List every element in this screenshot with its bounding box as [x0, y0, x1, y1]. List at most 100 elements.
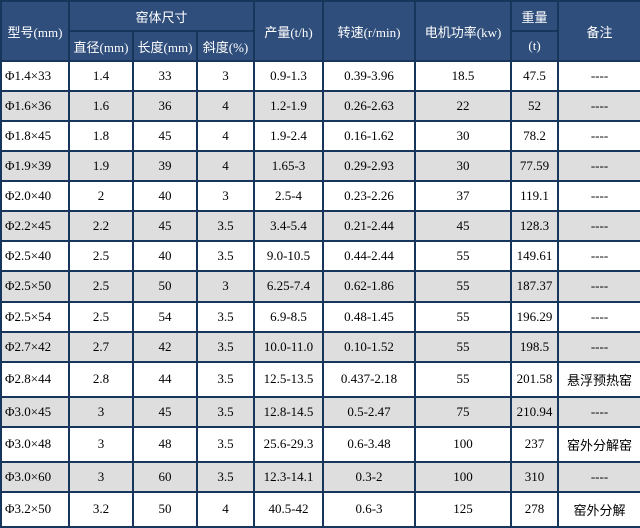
cell-output: 2.5-4	[253, 180, 325, 213]
cell-speed: 0.6-3.48	[322, 425, 417, 463]
cell-length: 60	[132, 460, 198, 493]
cell-speed: 0.21-2.44	[322, 210, 417, 243]
cell-remark: ----	[557, 240, 640, 273]
cell-output: 1.9-2.4	[253, 120, 325, 153]
cell-speed: 0.26-2.63	[322, 90, 417, 123]
cell-speed: 0.10-1.52	[322, 330, 417, 363]
cell-diameter: 3	[68, 425, 134, 463]
cell-diameter: 1.9	[68, 150, 134, 183]
cell-remark: ----	[557, 210, 640, 243]
cell-remark: ----	[557, 300, 640, 333]
cell-output: 40.5-42	[253, 490, 325, 528]
cell-model: Φ3.0×60	[0, 460, 70, 493]
cell-diameter: 2.5	[68, 300, 134, 333]
table-row: Φ2.0×40 2 40 3 2.5-4 0.23-2.26 37 119.1 ----	[0, 180, 640, 213]
cell-speed: 0.6-3	[322, 490, 417, 528]
table-row: Φ1.9×39 1.9 39 4 1.65-3 0.29-2.93 30 77.59 ----	[0, 150, 640, 183]
cell-slope: 3.5	[195, 360, 256, 398]
table-row: Φ1.6×36 1.6 36 4 1.2-1.9 0.26-2.63 22 52 ----	[0, 90, 640, 123]
cell-diameter: 2.5	[68, 270, 134, 303]
cell-weight: 201.58	[510, 360, 560, 398]
cell-power: 55	[414, 360, 513, 398]
cell-power: 37	[414, 180, 513, 213]
cell-diameter: 2.8	[68, 360, 134, 398]
cell-length: 45	[132, 210, 198, 243]
cell-remark: ----	[557, 150, 640, 183]
header-model: 型号(mm)	[0, 0, 70, 62]
cell-speed: 0.16-1.62	[322, 120, 417, 153]
table-row: Φ2.7×42 2.7 42 3.5 10.0-11.0 0.10-1.52 55 198.5…	[0, 330, 640, 363]
cell-power: 55	[414, 240, 513, 273]
cell-power: 55	[414, 270, 513, 303]
cell-output: 0.9-1.3	[253, 59, 325, 93]
header-weight-unit: (t)	[510, 30, 560, 62]
cell-speed: 0.44-2.44	[322, 240, 417, 273]
cell-power: 125	[414, 490, 513, 528]
cell-output: 6.9-8.5	[253, 300, 325, 333]
table-row: Φ3.0×60 3 60 3.5 12.3-14.1 0.3-2 100 310 ----	[0, 460, 640, 493]
cell-weight: 278	[510, 490, 560, 528]
header-power: 电机功率(kw)	[414, 0, 513, 62]
cell-slope: 3	[195, 59, 256, 93]
cell-weight: 196.29	[510, 300, 560, 333]
cell-power: 100	[414, 425, 513, 463]
cell-remark: ----	[557, 120, 640, 153]
cell-weight: 198.5	[510, 330, 560, 363]
cell-weight: 210.94	[510, 395, 560, 428]
table-row: Φ3.0×48 3 48 3.5 25.6-29.3 0.6-3.48 100 237 窑外分解…	[0, 425, 640, 463]
cell-power: 75	[414, 395, 513, 428]
table-row: Φ2.8×44 2.8 44 3.5 12.5-13.5 0.437-2.18 55 201.…	[0, 360, 640, 398]
spec-table-body: Φ1.4×33 1.4 33 3 0.9-1.3 0.39-3.96 18.5 47.5 ---…	[0, 59, 640, 528]
cell-speed: 0.62-1.86	[322, 270, 417, 303]
cell-weight: 187.37	[510, 270, 560, 303]
cell-model: Φ2.2×45	[0, 210, 70, 243]
cell-speed: 0.437-2.18	[322, 360, 417, 398]
cell-power: 30	[414, 150, 513, 183]
header-kiln-size-group: 窑体尺寸	[67, 0, 256, 32]
cell-model: Φ1.6×36	[0, 90, 70, 123]
cell-slope: 3.5	[195, 300, 256, 333]
table-row: Φ2.5×50 2.5 50 3 6.25-7.4 0.62-1.86 55 187.37 --…	[0, 270, 640, 303]
cell-model: Φ2.5×50	[0, 270, 70, 303]
cell-speed: 0.5-2.47	[322, 395, 417, 428]
cell-power: 30	[414, 120, 513, 153]
cell-weight: 119.1	[510, 180, 560, 213]
cell-output: 1.65-3	[253, 150, 325, 183]
table-row: Φ3.0×45 3 45 3.5 12.8-14.5 0.5-2.47 75 210.94 --…	[0, 395, 640, 428]
cell-weight: 78.2	[510, 120, 560, 153]
cell-diameter: 3	[68, 460, 134, 493]
cell-diameter: 2.5	[68, 240, 134, 273]
cell-length: 45	[132, 395, 198, 428]
cell-output: 12.3-14.1	[253, 460, 325, 493]
cell-slope: 3	[195, 270, 256, 303]
cell-length: 50	[132, 490, 198, 528]
cell-length: 40	[132, 180, 198, 213]
cell-power: 55	[414, 300, 513, 333]
cell-model: Φ3.2×50	[0, 490, 70, 528]
cell-power: 100	[414, 460, 513, 493]
cell-remark: ----	[557, 90, 640, 123]
cell-diameter: 3	[68, 395, 134, 428]
cell-remark: ----	[557, 395, 640, 428]
cell-model: Φ2.8×44	[0, 360, 70, 398]
cell-model: Φ1.9×39	[0, 150, 70, 183]
cell-diameter: 1.8	[68, 120, 134, 153]
cell-length: 45	[132, 120, 198, 153]
header-length: 长度(mm)	[132, 30, 198, 62]
cell-slope: 3	[195, 180, 256, 213]
header-row-2: 直径(mm) 长度(mm) 斜度(%) (t)	[1, 30, 640, 62]
cell-weight: 237	[510, 425, 560, 463]
table-row: Φ2.5×40 2.5 40 3.5 9.0-10.5 0.44-2.44 55 149.61…	[0, 240, 640, 273]
cell-slope: 4	[195, 150, 256, 183]
cell-model: Φ2.5×40	[0, 240, 70, 273]
cell-diameter: 1.6	[68, 90, 134, 123]
header-slope: 斜度(%)	[195, 30, 256, 62]
cell-remark: 窑外分解	[557, 490, 640, 528]
header-row-1: 型号(mm) 窑体尺寸 产量(t/h) 转速(r/min) 电机功率(kw) 重…	[0, 0, 640, 62]
cell-weight: 47.5	[510, 59, 560, 93]
header-diameter: 直径(mm)	[68, 30, 134, 62]
cell-model: Φ3.0×48	[0, 425, 70, 463]
header-weight: 重量	[510, 0, 560, 32]
cell-speed: 0.39-3.96	[322, 59, 417, 93]
cell-remark: ----	[557, 330, 640, 363]
